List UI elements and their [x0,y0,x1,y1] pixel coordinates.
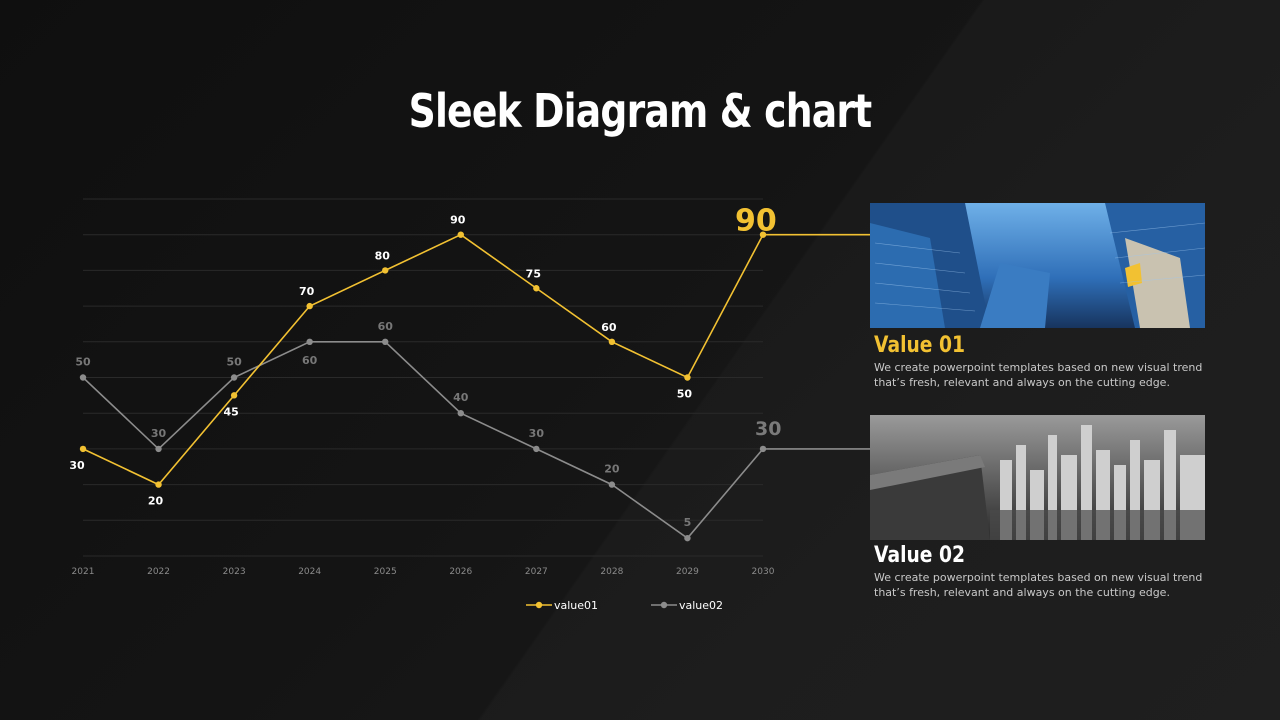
card-text-value-01: We create powerpoint templates based on … [874,361,1203,389]
card-text-value-02: We create powerpoint templates based on … [874,571,1203,599]
card-title-value-02: Value 02 [874,543,966,568]
value01-point [608,338,616,345]
value02-line [82,340,764,540]
value01-point [79,445,87,453]
x-tick-label: 2023 [223,567,246,577]
value02-data-label: 30 [151,427,167,440]
value01-data-label: 90 [450,214,466,227]
value01-point [759,231,767,238]
x-tick-label: 2027 [525,567,548,577]
x-tick-label: 2022 [147,567,170,577]
value02-end-callout: 30 [755,418,781,440]
value02-point [608,481,616,488]
value01-point [230,392,238,399]
x-tick-label: 2030 [752,567,775,577]
value01-data-label: 50 [677,388,693,401]
value01-line [82,233,764,486]
x-tick-label: 2024 [298,567,321,577]
slide-title: Sleek Diagram & chart [408,84,873,138]
value02-point [382,338,389,345]
line-chart: 2021 2022 2023 2024 2025 2026 2027 2028 2029 2030… [69,198,870,612]
legend-marker-value01 [535,601,543,609]
value02-point [79,374,87,381]
value02-point [306,338,313,345]
value01-data-label: 80 [375,249,391,262]
legend-label-value02: value02 [679,599,723,612]
value02-point [230,374,238,381]
value02-data-label: 40 [453,391,469,404]
value01-data-label: 75 [526,267,541,280]
value01-point [155,481,162,488]
x-tick-label: 2028 [600,567,623,577]
x-tick-label: 2021 [72,567,95,577]
value02-data-label: 60 [302,354,318,367]
value02-point [457,410,464,417]
city-skyline-photo [870,415,1205,540]
value01-point [684,374,691,381]
card-title-value-01: Value 01 [874,333,966,358]
value01-data-label: 20 [148,495,164,508]
value01-data-label: 60 [601,321,617,334]
value01-data-label: 30 [69,459,85,472]
x-tick-label: 2025 [374,567,397,577]
value01-data-label: 70 [299,285,315,298]
value01-point [382,267,389,274]
skyscrapers-photo [870,203,1205,328]
x-tick-label: 2026 [449,567,472,577]
value01-point [306,302,313,310]
value02-data-label: 50 [75,356,91,369]
value02-point [533,445,540,453]
value02-data-label: 50 [226,356,242,369]
value02-data-label: 20 [604,463,620,476]
value02-point [684,534,691,542]
x-tick-label: 2029 [676,567,699,577]
value02-point [759,445,767,453]
value01-end-callout: 90 [735,204,777,239]
legend-marker-value02 [660,601,668,609]
value01-data-label: 45 [223,405,238,418]
value02-data-label: 30 [529,427,545,440]
value01-point [533,285,540,292]
value02-point [155,445,162,453]
value02-data-label: 5 [684,516,692,529]
value02-data-label: 60 [378,320,394,333]
value01-point [457,231,464,238]
legend-label-value01: value01 [554,599,598,612]
